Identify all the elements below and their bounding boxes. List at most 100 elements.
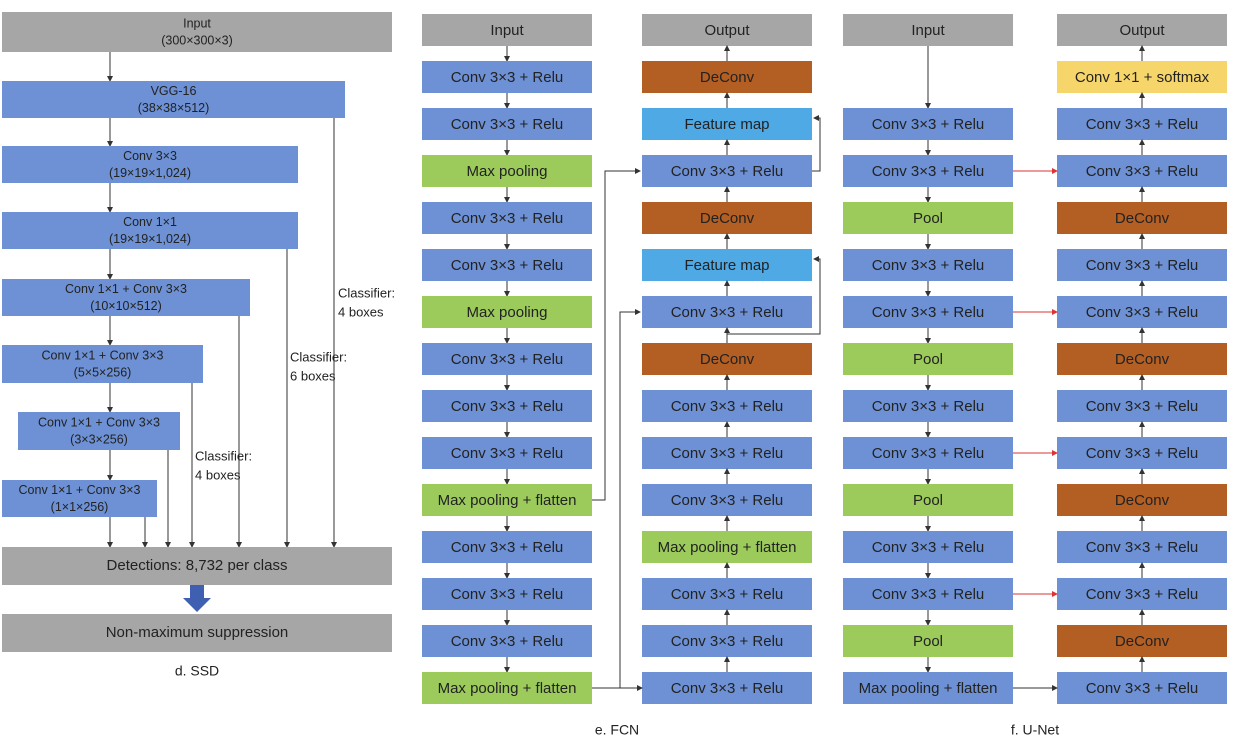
layer-label: DeConv bbox=[1115, 633, 1170, 650]
layer-label: Conv 3×3 + Relu bbox=[451, 351, 564, 368]
detections-box bbox=[2, 547, 392, 585]
node-label: Conv 1×1 bbox=[123, 215, 177, 229]
layer-label: Conv 3×3 + Relu bbox=[671, 398, 784, 415]
layer-label: Pool bbox=[913, 210, 943, 227]
layer-label: Conv 3×3 + Relu bbox=[872, 304, 985, 321]
classifier-label: Classifier: bbox=[290, 349, 347, 364]
caption: d. SSD bbox=[175, 663, 219, 679]
layer-box bbox=[843, 672, 1013, 704]
layer-box bbox=[843, 14, 1013, 46]
layer-box bbox=[422, 531, 592, 563]
layer-label: Input bbox=[490, 22, 524, 39]
layer-box bbox=[843, 484, 1013, 516]
layer-label: DeConv bbox=[1115, 210, 1170, 227]
classifier-label: 4 boxes bbox=[195, 467, 241, 482]
nms-box bbox=[2, 614, 392, 652]
ssd-node bbox=[2, 212, 298, 249]
layer-label: Conv 3×3 + Relu bbox=[1086, 398, 1199, 415]
layer-box bbox=[843, 578, 1013, 610]
layer-label: Conv 3×3 + Relu bbox=[1086, 539, 1199, 556]
layer-box bbox=[422, 108, 592, 140]
classifier-label: Classifier: bbox=[338, 285, 395, 300]
layer-box bbox=[843, 202, 1013, 234]
layer-box bbox=[422, 14, 592, 46]
node-shape: (300×300×3) bbox=[161, 33, 233, 47]
layer-label: Max pooling + flatten bbox=[438, 492, 577, 509]
layer-box bbox=[422, 61, 592, 93]
node-shape: (38×38×512) bbox=[138, 101, 210, 115]
layer-box bbox=[1057, 249, 1227, 281]
layer-label: Conv 3×3 + Relu bbox=[451, 116, 564, 133]
node-shape: (10×10×512) bbox=[90, 299, 162, 313]
layer-label: Output bbox=[1119, 22, 1165, 39]
layer-label: Conv 3×3 + Relu bbox=[451, 69, 564, 86]
layer-box bbox=[1057, 484, 1227, 516]
layer-label: DeConv bbox=[700, 351, 755, 368]
layer-box bbox=[1057, 108, 1227, 140]
layer-box bbox=[843, 249, 1013, 281]
layer-label: Output bbox=[704, 22, 750, 39]
layer-label: Conv 3×3 + Relu bbox=[671, 633, 784, 650]
layer-label: Max pooling + flatten bbox=[438, 680, 577, 697]
layer-box bbox=[1057, 155, 1227, 187]
layer-label: Conv 3×3 + Relu bbox=[671, 586, 784, 603]
node-shape: (19×19×1,024) bbox=[109, 166, 191, 180]
classifier-label: Classifier: bbox=[195, 448, 252, 463]
layer-box bbox=[422, 296, 592, 328]
detections-label: Detections: 8,732 per class bbox=[107, 557, 288, 574]
layer-label: Conv 3×3 + Relu bbox=[1086, 445, 1199, 462]
layer-box bbox=[1057, 61, 1227, 93]
layer-box bbox=[1057, 14, 1227, 46]
layer-label: Max pooling + flatten bbox=[859, 680, 998, 697]
layer-label: Conv 3×3 + Relu bbox=[872, 116, 985, 133]
layer-label: Conv 3×3 + Relu bbox=[872, 445, 985, 462]
layer-label: Conv 3×3 + Relu bbox=[1086, 304, 1199, 321]
layer-box bbox=[843, 437, 1013, 469]
ssd-node bbox=[2, 345, 203, 383]
layer-box bbox=[642, 531, 812, 563]
layer-label: Feature map bbox=[684, 257, 769, 274]
layer-label: Conv 3×3 + Relu bbox=[451, 398, 564, 415]
node-label: Conv 1×1 + Conv 3×3 bbox=[38, 415, 160, 429]
ssd-node bbox=[2, 12, 392, 52]
down-arrow bbox=[183, 585, 211, 612]
layer-label: Pool bbox=[913, 633, 943, 650]
connector bbox=[592, 168, 641, 501]
layer-box bbox=[843, 108, 1013, 140]
node-shape: (3×3×256) bbox=[70, 432, 128, 446]
layer-label: Conv 3×3 + Relu bbox=[451, 539, 564, 556]
layer-label: Conv 3×3 + Relu bbox=[1086, 257, 1199, 274]
layer-box bbox=[422, 578, 592, 610]
layer-box bbox=[843, 390, 1013, 422]
layer-label: Conv 3×3 + Relu bbox=[671, 445, 784, 462]
layer-label: DeConv bbox=[1115, 492, 1170, 509]
layer-box bbox=[642, 249, 812, 281]
ssd-node bbox=[2, 81, 345, 118]
layer-box bbox=[422, 390, 592, 422]
ssd-node bbox=[2, 146, 298, 183]
layer-box bbox=[642, 14, 812, 46]
layer-label: Conv 3×3 + Relu bbox=[872, 163, 985, 180]
layer-box bbox=[1057, 343, 1227, 375]
layer-label: Conv 3×3 + Relu bbox=[671, 492, 784, 509]
layer-box bbox=[422, 343, 592, 375]
node-label: VGG-16 bbox=[151, 84, 197, 98]
layer-box bbox=[1057, 296, 1227, 328]
layer-box bbox=[422, 437, 592, 469]
layer-label: Max pooling bbox=[467, 304, 548, 321]
layer-box bbox=[843, 343, 1013, 375]
layer-box bbox=[642, 578, 812, 610]
layer-box bbox=[642, 296, 812, 328]
layer-label: Pool bbox=[913, 351, 943, 368]
layer-box bbox=[422, 484, 592, 516]
classifier-label: 6 boxes bbox=[290, 368, 336, 383]
layer-label: Conv 3×3 + Relu bbox=[872, 586, 985, 603]
layer-box bbox=[422, 249, 592, 281]
ssd-node bbox=[18, 412, 180, 450]
layer-label: Conv 3×3 + Relu bbox=[872, 257, 985, 274]
node-label: Conv 1×1 + Conv 3×3 bbox=[65, 282, 187, 296]
layer-label: Conv 3×3 + Relu bbox=[872, 539, 985, 556]
layer-label: Max pooling + flatten bbox=[658, 539, 797, 556]
ssd-node bbox=[2, 279, 250, 316]
layer-label: Conv 3×3 + Relu bbox=[451, 210, 564, 227]
